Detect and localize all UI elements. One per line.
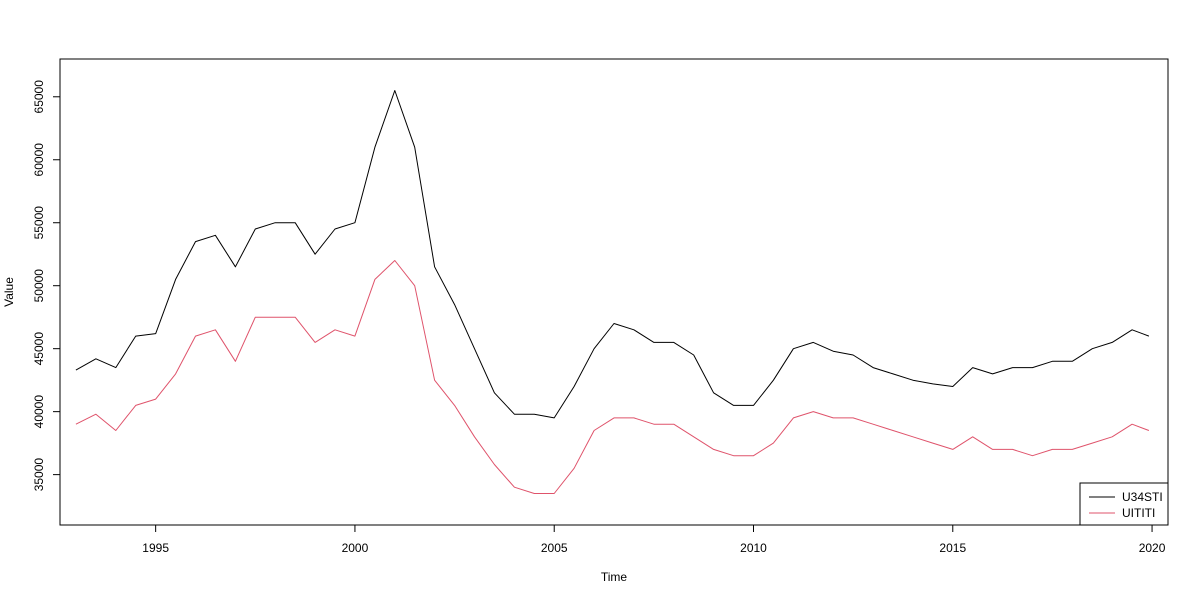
series-line-u34sti — [75, 90, 1150, 419]
x-tick-label: 2015 — [939, 541, 966, 555]
y-tick-label: 45000 — [32, 332, 46, 366]
y-tick-label: 35000 — [32, 458, 46, 492]
y-tick-label: 50000 — [32, 269, 46, 303]
x-tick-label: 2020 — [1139, 541, 1166, 555]
legend-label-uititi: UITITI — [1122, 506, 1155, 520]
y-axis: 35000 40000 45000 50000 55000 60000 65000 — [32, 80, 61, 492]
y-tick-label: 60000 — [32, 143, 46, 177]
y-tick-label: 65000 — [32, 80, 46, 114]
series-line-uititi — [75, 260, 1150, 494]
y-tick-label: 40000 — [32, 395, 46, 429]
x-tick-label: 2005 — [541, 541, 568, 555]
y-tick-label: 55000 — [32, 206, 46, 240]
x-axis-title: Time — [601, 570, 628, 584]
x-tick-label: 2000 — [342, 541, 369, 555]
x-tick-label: 1995 — [142, 541, 169, 555]
plot-frame — [59, 58, 1169, 526]
series-layer — [75, 90, 1150, 494]
legend: U34STI UITITI — [1079, 482, 1169, 526]
y-axis-title: Value — [2, 277, 16, 307]
legend-box — [1079, 482, 1169, 526]
x-tick-label: 2010 — [740, 541, 767, 555]
legend-label-u34sti: U34STI — [1122, 490, 1163, 504]
x-axis: 1995 2000 2005 2010 2015 2020 — [142, 524, 1166, 555]
